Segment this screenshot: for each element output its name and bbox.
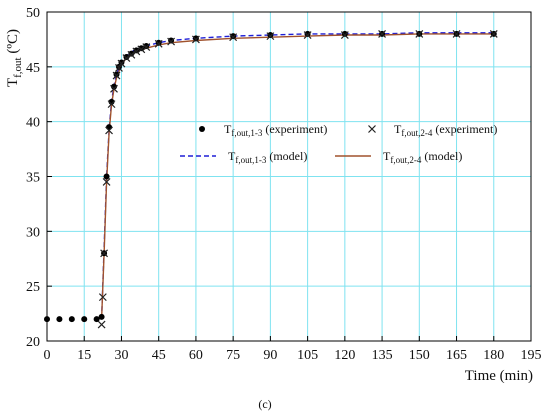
data-point (168, 37, 175, 44)
x-tick-label: 15 (77, 348, 91, 363)
data-point (115, 64, 123, 72)
legend-entry: Tf,out,1-3 (model) (180, 149, 307, 165)
data-point (340, 31, 349, 39)
data-point (155, 39, 162, 46)
legend-label: Tf,out,2-4 (model) (383, 149, 462, 165)
grid (47, 12, 531, 341)
legend-marker (368, 125, 376, 133)
legend-marker (199, 126, 205, 132)
x-tick-label: 150 (409, 348, 430, 363)
legend-label: Tf,out,1-3 (model) (228, 149, 307, 165)
data-point (143, 42, 150, 49)
legend-label: Tf,out,2-4 (experiment) (394, 122, 497, 138)
data-point (341, 30, 348, 37)
data-point (192, 35, 199, 42)
y-tick-label: 30 (26, 225, 40, 240)
data-point (303, 31, 312, 39)
y-tick-label: 35 (26, 171, 40, 186)
ticks: 0 15 30 45 60 75 90 105 120 135 150 165 180 195 20 25 30… (26, 6, 542, 363)
y-axis-label: Tf,out (ºC) (5, 29, 24, 87)
data-point (378, 30, 387, 38)
y-tick-label: 45 (26, 61, 40, 76)
data-point (154, 39, 163, 48)
y-tick-label: 20 (26, 335, 40, 350)
legend-entry: Tf,out,1-3 (experiment) (199, 122, 327, 138)
data-point (230, 33, 237, 40)
x-tick-label: 135 (372, 348, 393, 363)
series-layer (44, 30, 498, 329)
data-point (138, 45, 145, 52)
x-axis-label: Time (min) (465, 368, 533, 384)
legend-label: Tf,out,1-3 (experiment) (224, 122, 327, 138)
data-point (266, 32, 275, 41)
data-point (100, 249, 109, 258)
data-point (110, 84, 118, 93)
x-tick-label: 60 (189, 348, 203, 363)
y-tick-label: 50 (26, 6, 40, 21)
y-axis-label-units: (ºC) (5, 29, 21, 57)
x-tick-label: 90 (263, 348, 277, 363)
y-tick-label: 40 (26, 116, 40, 131)
y-axis-label-sub: f,out (12, 57, 24, 77)
series-3 (100, 33, 494, 320)
data-point (229, 33, 238, 42)
data-point (167, 37, 176, 46)
data-point (142, 43, 151, 52)
data-point (103, 173, 110, 180)
data-point (304, 30, 311, 37)
legend-entry: Tf,out,2-4 (experiment) (368, 122, 497, 138)
data-point (113, 71, 120, 78)
y-tick-label: 25 (26, 280, 40, 295)
data-point (137, 45, 146, 54)
data-point (123, 53, 130, 60)
data-point (452, 30, 461, 38)
x-tick-label: 120 (334, 348, 355, 363)
series-2 (100, 32, 494, 320)
data-point (489, 30, 498, 38)
data-point (68, 316, 75, 323)
data-point (267, 32, 274, 39)
x-tick-label: 105 (297, 348, 318, 363)
data-point (112, 71, 121, 80)
data-point (127, 50, 136, 59)
data-point (102, 178, 111, 186)
panel-label: (c) (258, 397, 271, 411)
series-1 (97, 30, 498, 329)
series-line (100, 33, 494, 320)
data-point (98, 293, 107, 302)
legend: Tf,out,1-3 (experiment) Tf,out,2-4 (exper… (180, 122, 497, 165)
data-point (122, 54, 131, 62)
data-point (98, 313, 105, 320)
data-point (105, 126, 113, 135)
series-line (100, 32, 494, 320)
y-axis-label-base: T (5, 78, 21, 87)
data-point (106, 124, 113, 131)
data-point (97, 320, 106, 329)
x-tick-label: 165 (446, 348, 467, 363)
x-tick-label: 75 (226, 348, 240, 363)
data-point (81, 316, 88, 323)
data-point (107, 100, 116, 109)
x-tick-label: 0 (44, 348, 51, 363)
x-tick-label: 180 (483, 348, 504, 363)
data-point (56, 316, 63, 323)
data-point (132, 47, 141, 56)
data-point (93, 316, 100, 323)
x-tick-label: 195 (521, 348, 542, 363)
legend-entry: Tf,out,2-4 (model) (335, 149, 462, 165)
data-point (191, 35, 200, 44)
x-tick-label: 30 (114, 348, 128, 363)
x-tick-label: 45 (152, 348, 166, 363)
data-point (415, 30, 424, 38)
